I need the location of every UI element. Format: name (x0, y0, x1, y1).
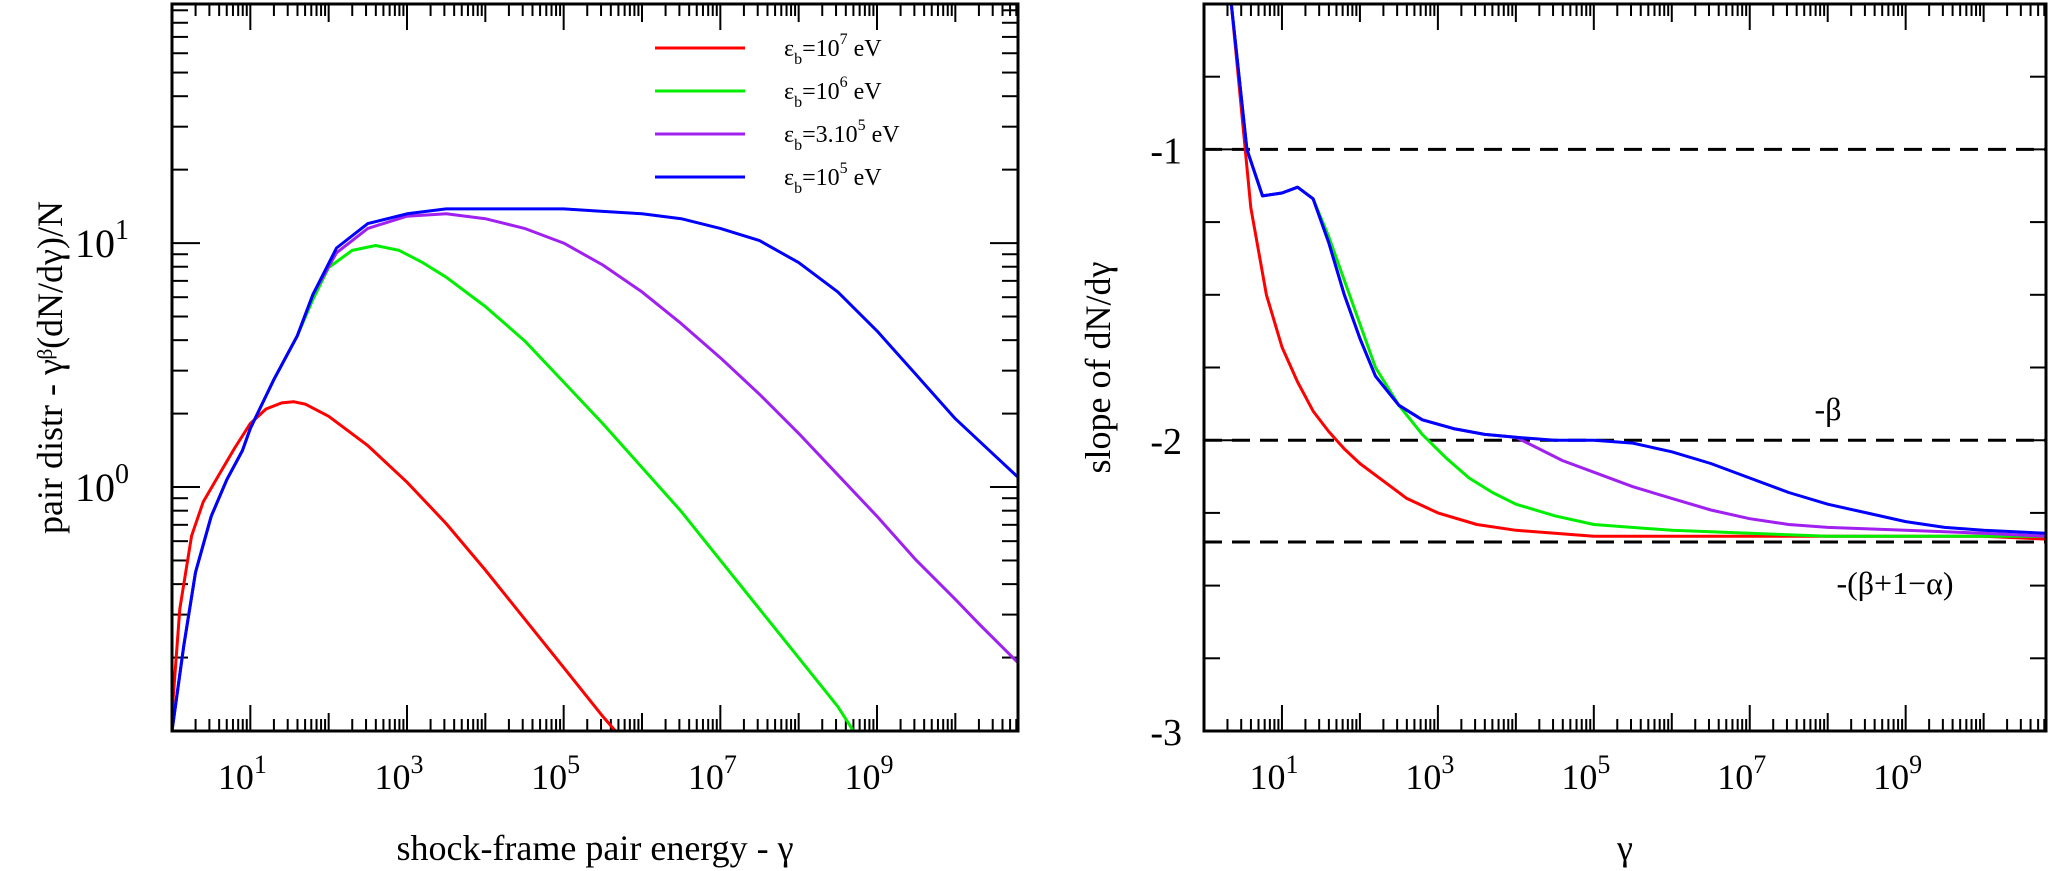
legend-entry: εb=107 eV (784, 31, 882, 68)
series-line (172, 244, 855, 731)
x-tick-label: 107 (1717, 750, 1766, 797)
x-axis-label: shock-frame pair energy - γ (396, 828, 793, 868)
x-tick-label: 103 (1405, 750, 1454, 797)
y-axis-label: pair distr - γᵝ(dN/dγ)/N (30, 201, 70, 534)
series-line (172, 207, 1018, 731)
x-tick-label: 105 (1561, 750, 1610, 797)
reference-line-label: -(β+1−α) (1836, 565, 1953, 601)
x-tick-label: 107 (688, 750, 737, 797)
x-tick-label: 105 (531, 750, 580, 797)
series-line (172, 400, 617, 731)
right-plot-frame (1202, 2, 2048, 733)
x-axis-label: γ (1616, 828, 1633, 868)
left-x-ticks (171, 4, 1018, 731)
right-x-ticks (1203, 4, 2046, 731)
legend-entry: εb=106 eV (784, 74, 882, 111)
left-plot-frame (170, 2, 1020, 733)
x-tick-label: 109 (845, 750, 894, 797)
x-tick-label: 103 (375, 750, 424, 797)
series-line (1229, 4, 2046, 541)
legend-entry: εb=3.105 eV (784, 117, 900, 154)
legend: εb=107 eV εb=106 eV εb=3.105 eV εb=105 eV (655, 31, 900, 197)
series-line (172, 212, 1018, 731)
right-y-ticks (1204, 3, 2046, 732)
panel-left: 101 103 105 107 109 100 101 shock-frame pair en… (30, 2, 1020, 868)
series-line (1229, 4, 2046, 535)
y-tick-label: 101 (75, 215, 129, 266)
y-tick-label: -1 (1150, 130, 1182, 172)
reference-line-label: -β (1815, 391, 1842, 427)
x-tick-label: 101 (218, 750, 267, 797)
legend-entry: εb=105 eV (784, 160, 882, 197)
y-tick-label: -3 (1150, 712, 1182, 754)
left-y-ticks (172, 9, 1018, 732)
y-axis-label: slope of dN/dγ (1078, 261, 1118, 473)
x-tick-label: 109 (1873, 750, 1922, 797)
y-tick-label: -2 (1150, 421, 1182, 463)
y-tick-label: 100 (75, 459, 129, 510)
x-tick-label: 101 (1249, 750, 1298, 797)
panel-right: 101 103 105 107 109 -1 -2 -3 -β -(β+1−α) γ slope of… (1078, 2, 2048, 868)
left-series (172, 207, 1018, 731)
right-series (1229, 4, 2046, 541)
